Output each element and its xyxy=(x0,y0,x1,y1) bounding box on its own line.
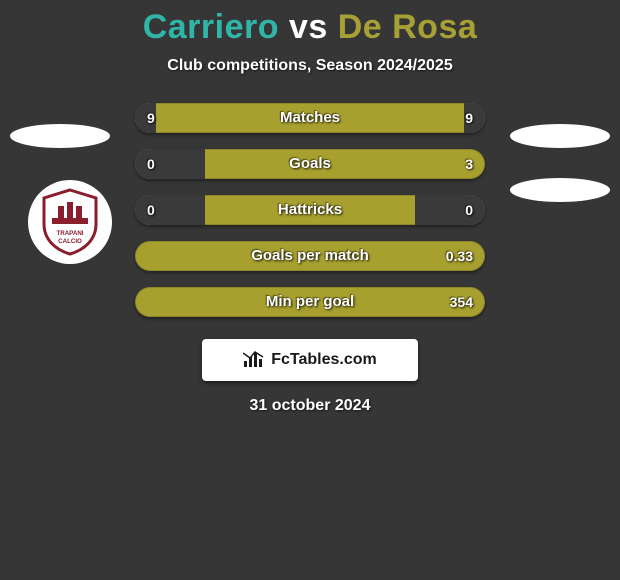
left-club-badge: TRAPANI CALCIO xyxy=(28,180,112,264)
stat-name: Goals xyxy=(135,149,485,179)
stat-right-value: 0 xyxy=(465,195,473,225)
stat-name: Min per goal xyxy=(135,287,485,317)
stat-right-value: 9 xyxy=(465,103,473,133)
comparison-title: Carriero vs De Rosa xyxy=(0,0,620,47)
title-right: De Rosa xyxy=(338,8,478,46)
stat-right-value: 0.33 xyxy=(446,241,473,271)
stat-row: Min per goal354 xyxy=(135,287,485,317)
badge-text-top: TRAPANI xyxy=(56,230,83,237)
left-ellipse xyxy=(10,124,110,148)
stat-name: Hattricks xyxy=(135,195,485,225)
fctables-watermark: FcTables.com xyxy=(202,339,418,381)
stat-name: Goals per match xyxy=(135,241,485,271)
right-ellipse-2 xyxy=(510,178,610,202)
stat-row: 9Matches9 xyxy=(135,103,485,133)
fctables-text: FcTables.com xyxy=(271,351,377,369)
title-left: Carriero xyxy=(143,8,279,46)
subtitle: Club competitions, Season 2024/2025 xyxy=(0,57,620,75)
stat-rows: 9Matches90Goals30Hattricks0Goals per mat… xyxy=(135,103,485,317)
stat-row: 0Hattricks0 xyxy=(135,195,485,225)
trapani-shield-icon: TRAPANI CALCIO xyxy=(40,188,100,256)
title-vs: vs xyxy=(289,8,328,46)
stat-name: Matches xyxy=(135,103,485,133)
badge-text-bottom: CALCIO xyxy=(58,238,82,245)
stat-row: 0Goals3 xyxy=(135,149,485,179)
stat-right-value: 3 xyxy=(465,149,473,179)
stat-row: Goals per match0.33 xyxy=(135,241,485,271)
date-line: 31 october 2024 xyxy=(0,397,620,415)
bar-chart-icon xyxy=(243,351,265,369)
stat-right-value: 354 xyxy=(450,287,473,317)
badge-circle: TRAPANI CALCIO xyxy=(28,180,112,264)
right-ellipse-1 xyxy=(510,124,610,148)
